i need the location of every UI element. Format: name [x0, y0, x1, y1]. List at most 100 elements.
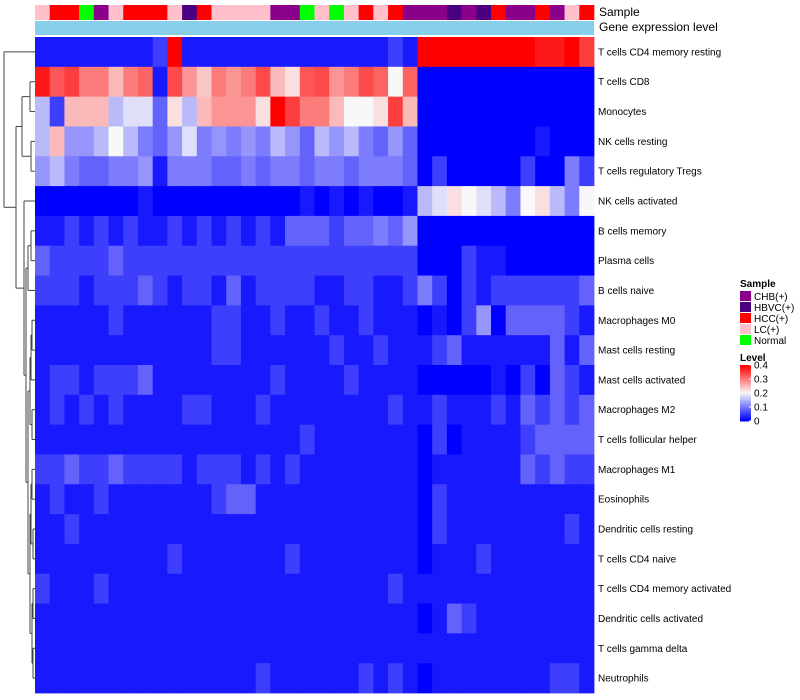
- heatmap-cell: [564, 424, 580, 455]
- heatmap-cell: [373, 186, 389, 217]
- heatmap-cell: [417, 37, 433, 68]
- heatmap-cell: [402, 365, 418, 396]
- heatmap-cell: [64, 573, 80, 604]
- heatmap-cell: [167, 126, 183, 157]
- heatmap-cell: [476, 424, 492, 455]
- row-label: T cells follicular helper: [598, 435, 697, 446]
- heatmap-cell: [373, 633, 389, 664]
- heatmap-cell: [182, 424, 198, 455]
- legend-level-gradient-segment: [740, 380, 751, 383]
- heatmap-cell: [461, 156, 477, 187]
- heatmap-cell: [549, 633, 565, 664]
- heatmap-cell: [343, 394, 360, 426]
- heatmap-cell: [417, 573, 433, 604]
- heatmap-cell: [64, 454, 80, 485]
- heatmap-cell: [35, 454, 51, 485]
- heatmap-cell: [255, 156, 271, 187]
- heatmap-cell: [255, 215, 271, 247]
- heatmap-cell: [329, 394, 345, 426]
- heatmap-cell: [123, 66, 139, 98]
- heatmap-cell: [505, 663, 521, 694]
- legend-level-gradient-segment: [740, 369, 751, 372]
- heatmap-cell: [167, 573, 183, 604]
- heatmap-cell: [240, 305, 257, 336]
- heatmap-cell: [167, 335, 183, 366]
- legend-sample-label: HCC(+): [754, 314, 788, 325]
- heatmap-cell: [270, 365, 286, 396]
- heatmap-cell: [93, 96, 109, 127]
- heatmap-cell: [432, 245, 448, 276]
- heatmap-cell: [226, 96, 242, 127]
- heatmap-cell: [343, 543, 360, 575]
- heatmap-cell: [314, 37, 330, 68]
- heatmap-cell: [35, 245, 51, 276]
- heatmap-cell: [123, 394, 139, 426]
- legend-sample-swatch: [740, 324, 751, 334]
- heatmap-cell: [520, 305, 536, 336]
- heatmap-cell: [226, 215, 242, 247]
- heatmap-cell: [505, 543, 521, 575]
- legend-level-gradient-segment: [740, 404, 751, 407]
- heatmap-cell: [549, 156, 565, 187]
- heatmap-cell: [535, 215, 551, 247]
- heatmap-cell: [549, 96, 565, 127]
- heatmap-cell: [182, 66, 198, 98]
- heatmap-cell: [211, 335, 227, 366]
- heatmap-cell: [49, 484, 65, 515]
- heatmap-cell: [255, 424, 271, 455]
- heatmap-cell: [108, 424, 124, 455]
- legend-sample-swatch: [740, 313, 751, 323]
- heatmap-cell: [491, 454, 507, 485]
- heatmap-cell: [211, 245, 227, 276]
- heatmap-cell: [388, 663, 404, 694]
- heatmap-cell: [270, 305, 286, 336]
- heatmap-cell: [240, 424, 257, 455]
- heatmap-cell: [491, 96, 507, 127]
- heatmap-cell: [137, 454, 154, 485]
- heatmap-cell: [329, 37, 345, 68]
- heatmap-cell: [314, 96, 330, 127]
- heatmap-cell: [476, 543, 492, 575]
- heatmap-cell: [299, 96, 315, 127]
- heatmap-cell: [240, 215, 257, 247]
- heatmap-cell: [79, 37, 95, 68]
- heatmap-cell: [152, 454, 168, 485]
- heatmap-cell: [167, 305, 183, 336]
- heatmap-cell: [240, 365, 257, 396]
- heatmap-cell: [211, 365, 227, 396]
- heatmap-cell: [167, 186, 183, 217]
- heatmap-cell: [137, 275, 154, 306]
- row-label: Macrophages M2: [598, 405, 676, 416]
- heatmap-cell: [167, 394, 183, 426]
- heatmap-cell: [402, 484, 418, 515]
- heatmap-cell: [285, 633, 301, 664]
- heatmap-cell: [35, 543, 51, 575]
- heatmap-cell: [549, 245, 565, 276]
- heatmap-cell: [35, 275, 51, 306]
- heatmap-cell: [535, 335, 551, 366]
- heatmap-cell: [285, 126, 301, 157]
- heatmap-cell: [388, 543, 404, 575]
- heatmap-cell: [373, 543, 389, 575]
- heatmap-cell: [446, 484, 462, 515]
- heatmap-cell: [123, 96, 139, 127]
- heatmap-cell: [564, 573, 580, 604]
- heatmap-cell: [211, 66, 227, 98]
- legend-sample-label: CHB(+): [754, 292, 788, 303]
- heatmap-cell: [461, 424, 477, 455]
- heatmap-cell: [314, 663, 330, 694]
- legend-level-title: Level: [740, 353, 766, 364]
- heatmap-cell: [79, 156, 95, 187]
- heatmap-cell: [196, 394, 212, 426]
- heatmap-cell: [270, 663, 286, 694]
- heatmap-cell: [211, 573, 227, 604]
- heatmap-cell: [402, 663, 418, 694]
- row-label: Plasma cells: [598, 256, 654, 267]
- heatmap-cell: [299, 394, 315, 426]
- heatmap-cell: [35, 96, 51, 127]
- heatmap-cell: [549, 37, 565, 68]
- heatmap-cell: [35, 305, 51, 336]
- heatmap-cell: [35, 156, 51, 187]
- heatmap-cell: [417, 156, 433, 187]
- heatmap-cell: [93, 126, 109, 157]
